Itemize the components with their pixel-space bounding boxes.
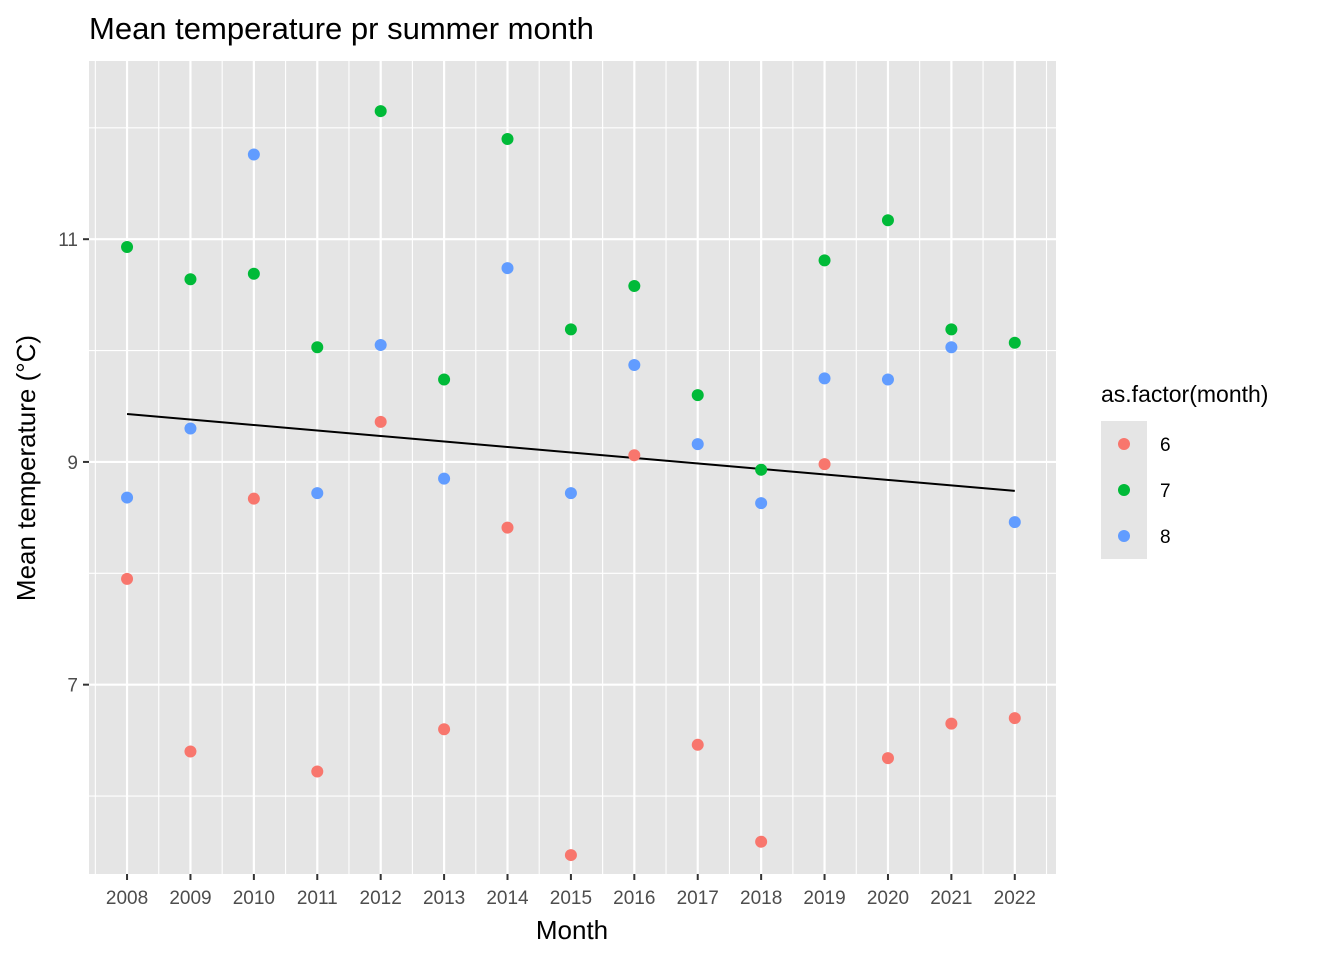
x-tick-label: 2011 [297, 888, 338, 909]
trend-line-group [126, 413, 1015, 492]
x-tick-label: 2022 [994, 888, 1036, 909]
x-tick-label: 2017 [677, 888, 719, 909]
legend: as.factor(month) 6 7 8 [1101, 381, 1268, 559]
data-point-month-7 [628, 279, 641, 292]
data-point-month-8 [691, 438, 704, 451]
data-point-month-6 [121, 572, 134, 585]
data-point-month-6 [184, 745, 197, 758]
x-tick-label: 2014 [486, 888, 529, 909]
data-point-month-8 [1008, 516, 1021, 529]
trend-line [126, 413, 1015, 492]
legend-label-7: 7 [1160, 481, 1171, 502]
data-point-month-7 [311, 341, 324, 354]
data-point-month-6 [247, 492, 260, 505]
legend-label-8: 8 [1160, 527, 1171, 548]
data-point-month-6 [818, 458, 831, 471]
data-point-month-7 [564, 323, 577, 336]
x-tick-label: 2015 [550, 888, 592, 909]
data-point-month-6 [374, 415, 387, 428]
data-point-month-7 [755, 463, 768, 476]
legend-title: as.factor(month) [1101, 381, 1268, 407]
data-point-month-7 [121, 240, 134, 253]
data-point-month-6 [438, 723, 451, 736]
data-point-month-8 [881, 373, 894, 386]
data-point-month-8 [628, 359, 641, 372]
data-point-month-7 [691, 389, 704, 402]
data-point-month-7 [945, 323, 958, 336]
data-point-month-8 [121, 491, 134, 504]
x-tick-label: 2018 [740, 888, 782, 909]
x-axis-title: Month [536, 915, 608, 945]
data-point-month-6 [311, 765, 324, 778]
x-tick-label: 2019 [803, 888, 845, 909]
axes: 7 9 11 2008 2009 2010 2011 2012 2013 2014 2015 2016… [58, 230, 1036, 909]
legend-label-6: 6 [1160, 435, 1171, 456]
data-point-month-7 [881, 214, 894, 227]
data-point-month-6 [1008, 712, 1021, 725]
legend-key-7 [1118, 484, 1130, 496]
data-point-month-7 [1008, 336, 1021, 349]
data-point-month-8 [184, 422, 197, 435]
data-point-month-7 [184, 273, 197, 286]
x-tick-label: 2021 [930, 888, 972, 909]
plot-panel [89, 61, 1056, 874]
data-point-month-6 [501, 521, 514, 534]
data-point-month-8 [501, 262, 514, 275]
legend-key-6 [1118, 438, 1130, 450]
y-tick-label: 11 [58, 230, 78, 251]
data-point-month-8 [818, 372, 831, 385]
data-points [121, 105, 1021, 862]
x-tick-label: 2010 [233, 888, 275, 909]
data-point-month-6 [628, 449, 641, 462]
x-tick-label: 2016 [613, 888, 655, 909]
data-point-month-7 [374, 105, 387, 118]
data-point-month-7 [438, 373, 451, 386]
x-tick-label: 2009 [169, 888, 211, 909]
x-tick-label: 2008 [106, 888, 148, 909]
data-point-month-8 [374, 338, 387, 351]
chart-title: Mean temperature pr summer month [89, 11, 594, 46]
legend-key-8 [1118, 530, 1130, 542]
data-point-month-6 [691, 738, 704, 751]
grid-lines [89, 61, 1056, 874]
x-tick-label: 2013 [423, 888, 465, 909]
x-tick-label: 2020 [867, 888, 909, 909]
data-point-month-8 [564, 487, 577, 500]
data-point-month-6 [564, 849, 577, 862]
x-tick-label: 2012 [360, 888, 402, 909]
y-tick-label: 7 [67, 676, 78, 697]
data-point-month-6 [945, 717, 958, 730]
data-point-month-8 [247, 148, 260, 161]
data-point-month-8 [755, 497, 768, 510]
y-tick-label: 9 [67, 453, 78, 474]
y-axis-title: Mean temperature (°C) [11, 335, 41, 601]
data-point-month-6 [755, 835, 768, 848]
data-point-month-7 [501, 132, 514, 145]
data-point-month-7 [818, 254, 831, 267]
data-point-month-8 [311, 487, 324, 500]
data-point-month-7 [247, 267, 260, 280]
data-point-month-8 [945, 341, 958, 354]
data-point-month-6 [881, 752, 894, 765]
data-point-month-8 [438, 472, 451, 485]
